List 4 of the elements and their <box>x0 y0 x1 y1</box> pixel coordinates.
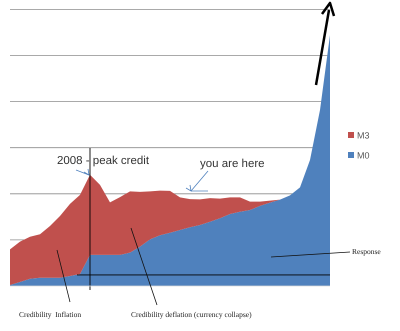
annotation: you are here <box>200 158 265 170</box>
legend-label: M3 <box>357 130 370 140</box>
legend-label: M0 <box>357 150 370 160</box>
annotation: 2008 - peak credit <box>57 155 150 167</box>
